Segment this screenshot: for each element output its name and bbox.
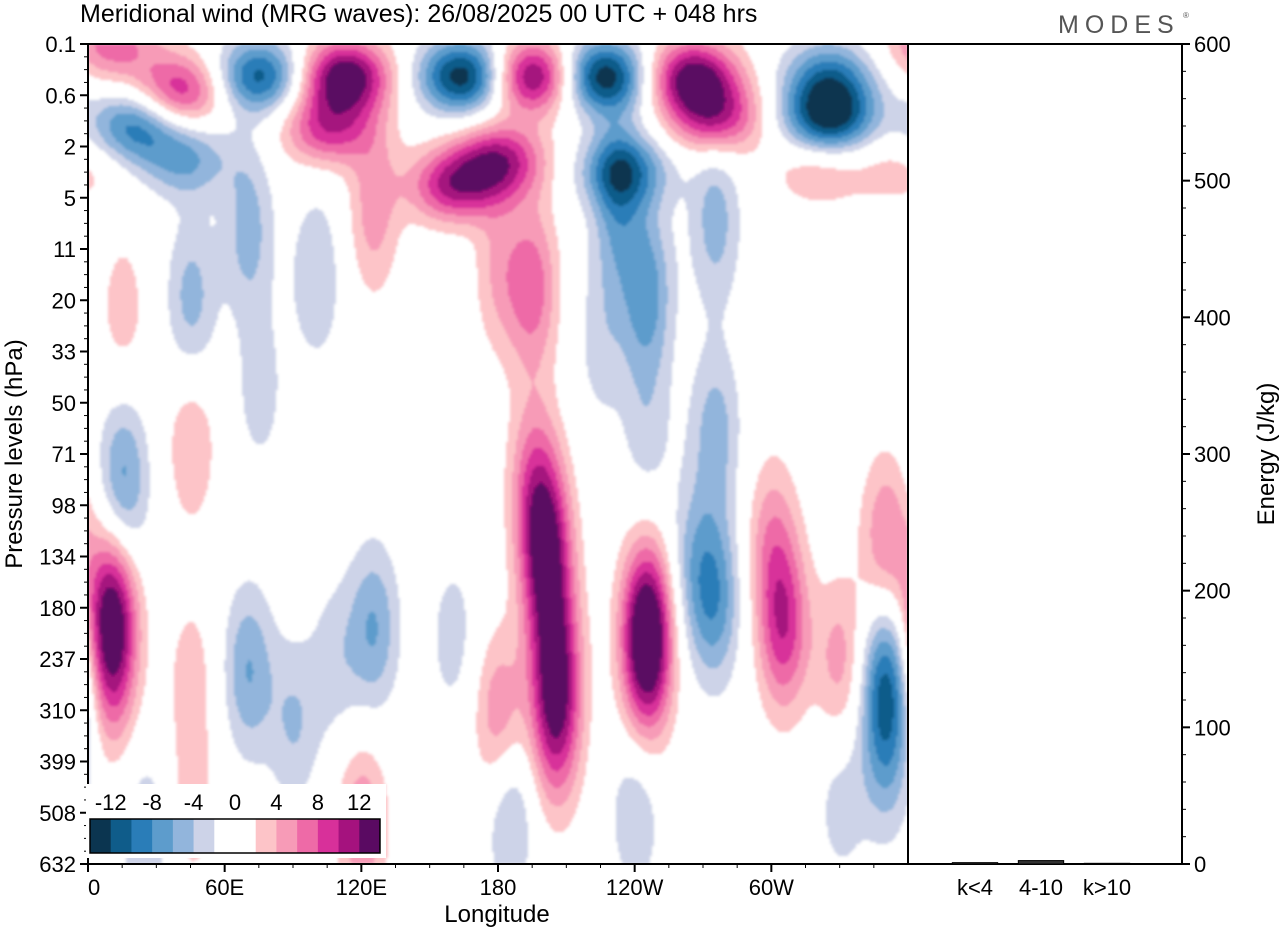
colorbar-swatch — [297, 819, 319, 853]
colorbar-label: 8 — [312, 790, 324, 815]
energy-tick-label: 400 — [1194, 305, 1231, 330]
colorbar-swatch — [152, 819, 174, 853]
energy-axis: 0 100 200 300 400 500 600 — [1182, 32, 1231, 877]
x-tick-label: 120E — [336, 875, 387, 900]
y-tick-label: 399 — [39, 750, 76, 775]
colorbar-swatch — [90, 819, 112, 853]
longitude-axis: 0 60E 120E 180 120W 60W — [87, 864, 875, 900]
registered-mark: ® — [1183, 11, 1189, 20]
energy-bar-chart: k<4 4-10 k>10 — [951, 860, 1131, 900]
energy-tick-label: 0 — [1194, 852, 1206, 877]
x-tick-label: 60W — [749, 875, 794, 900]
colorbar-swatch — [317, 819, 340, 853]
colorbar-swatch — [110, 819, 132, 853]
energy-panel-frame — [907, 43, 1183, 865]
y-tick-label: 33 — [52, 340, 76, 365]
energy-category-label: k>10 — [1083, 875, 1131, 900]
colorbar-swatch — [338, 819, 360, 853]
energy-tick-label: 300 — [1194, 442, 1231, 467]
y-tick-label: 310 — [39, 698, 76, 723]
energy-tick-label: 500 — [1194, 169, 1231, 194]
modes-logo: MODES — [1058, 11, 1180, 39]
y-tick-label: 508 — [39, 801, 76, 826]
energy-bar — [1083, 862, 1131, 865]
colorbar-swatch — [235, 819, 257, 853]
colorbar-label: 4 — [270, 790, 282, 815]
energy-bar — [951, 862, 999, 865]
y-tick-label: 11 — [53, 237, 76, 262]
energy-category-label: 4-10 — [1019, 875, 1063, 900]
x-tick-label: 120W — [606, 875, 664, 900]
colorbar-label: 0 — [229, 790, 241, 815]
colorbar-swatch — [193, 819, 215, 853]
y-tick-label: 71 — [52, 442, 76, 467]
y-axis-label: Pressure levels (hPa) — [1, 339, 28, 568]
colorbar-swatch — [276, 819, 298, 853]
heatmap-image — [88, 44, 908, 864]
y-tick-label: 0.6 — [45, 83, 76, 108]
x-axis-label: Longitude — [444, 901, 549, 928]
y-tick-label: 134 — [39, 545, 76, 570]
pressure-axis: 0.1 0.6 2 5 11 20 33 50 71 98 134 180 237 310 399 508 63… — [39, 32, 88, 877]
colorbar-label: -12 — [95, 790, 127, 815]
colorbar-frame — [89, 818, 381, 854]
y-tick-label: 50 — [52, 391, 76, 416]
y-tick-label: 632 — [39, 852, 76, 877]
colorbar-swatch — [359, 819, 381, 853]
y-tick-label: 2 — [64, 135, 76, 160]
colorbar-swatch — [172, 819, 195, 853]
y-tick-label: 180 — [39, 596, 76, 621]
energy-axis-label: Energy (J/kg) — [1253, 383, 1280, 526]
y-tick-label: 0.1 — [45, 32, 76, 57]
x-tick-label: 0 — [88, 875, 100, 900]
y-tick-label: 237 — [39, 647, 76, 672]
x-tick-label: 60E — [205, 875, 244, 900]
energy-tick-label: 600 — [1194, 32, 1231, 57]
colorbar-swatch — [131, 819, 153, 853]
energy-tick-label: 200 — [1194, 579, 1231, 604]
y-tick-label: 5 — [64, 186, 76, 211]
colorbar-swatch — [255, 819, 277, 853]
colorbar-label: -4 — [184, 790, 204, 815]
colorbar-label: 12 — [347, 790, 371, 815]
colorbar: -12 -8 -4 0 4 8 12 — [86, 784, 386, 858]
y-tick-label: 20 — [52, 288, 76, 313]
energy-category-label: k<4 — [957, 875, 993, 900]
colorbar-swatch — [214, 819, 236, 853]
y-tick-label: 98 — [52, 493, 76, 518]
x-tick-label: 180 — [480, 875, 517, 900]
colorbar-label: -8 — [142, 790, 162, 815]
chart-title: Meridional wind (MRG waves): 26/08/2025 … — [80, 0, 757, 28]
heatmap-area — [88, 44, 908, 864]
energy-tick-label: 100 — [1194, 715, 1231, 740]
energy-bar — [1017, 860, 1065, 865]
